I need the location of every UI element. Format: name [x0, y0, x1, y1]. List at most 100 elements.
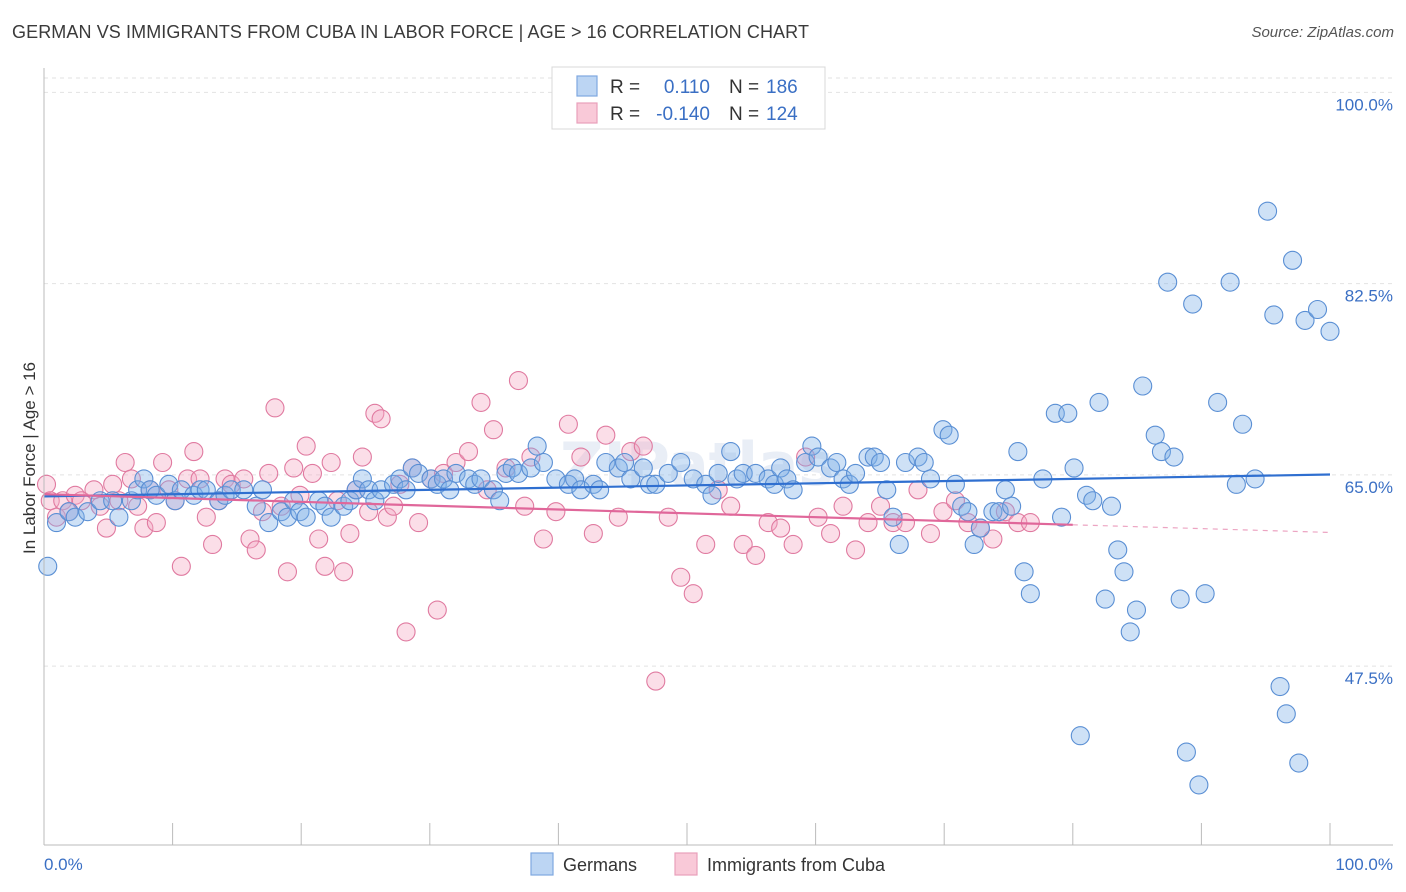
- german-point-110: [945, 474, 965, 494]
- cuba-point-35: [265, 398, 285, 418]
- german-point-69: [608, 458, 628, 478]
- german-point-148: [1220, 272, 1240, 292]
- german-point-130: [1089, 392, 1109, 412]
- legend-r-value-2: -0.140: [656, 104, 710, 125]
- cuba-point-71: [533, 529, 553, 549]
- german-point-48: [433, 469, 454, 489]
- cuba-point-32: [246, 540, 266, 560]
- cuba-point-63: [458, 442, 479, 462]
- cuba-point-0: [36, 474, 57, 494]
- german-point-4: [78, 502, 98, 522]
- german-point-96: [839, 474, 859, 494]
- cuba-point-62: [446, 452, 466, 473]
- german-point-71: [621, 469, 641, 489]
- german-point-158: [1295, 310, 1315, 330]
- german-point-155: [1276, 704, 1296, 724]
- german-point-65: [571, 480, 591, 500]
- german-point-111: [952, 496, 972, 516]
- legend-r-label-2: R =: [610, 104, 640, 125]
- german-point-75: [658, 463, 678, 483]
- german-point-89: [783, 480, 803, 500]
- german-point-94: [827, 452, 847, 473]
- cuba-point-44: [321, 452, 341, 473]
- german-point-136: [1126, 600, 1147, 620]
- legend-r-value-1: 0.110: [664, 77, 710, 98]
- german-point-81: [721, 442, 741, 462]
- german-point-152: [1258, 201, 1278, 221]
- german-point-109: [939, 425, 959, 445]
- german-point-80: [708, 463, 728, 483]
- german-point-105: [908, 447, 928, 467]
- german-point-27: [277, 507, 298, 527]
- german-point-117: [995, 480, 1015, 500]
- trend-line-germans: [43, 473, 1331, 498]
- cuba-point-33: [252, 502, 273, 522]
- german-point-133: [1108, 540, 1128, 560]
- german-point-67: [590, 480, 610, 500]
- cuba-point-12: [115, 452, 135, 473]
- cuba-point-87: [733, 534, 753, 555]
- legend-n-label-1: N =: [729, 77, 759, 98]
- axes: [43, 68, 1393, 846]
- german-point-70: [615, 452, 635, 473]
- source-label: Source: ZipAtlas.com: [1251, 24, 1394, 41]
- german-point-42: [390, 469, 410, 489]
- german-point-160: [1320, 321, 1340, 341]
- german-point-44: [402, 458, 422, 478]
- cuba-point-84: [696, 534, 716, 555]
- cuba-point-21: [171, 556, 191, 576]
- german-point-30: [296, 507, 316, 527]
- german-point-134: [1114, 562, 1134, 582]
- german-point-97: [846, 463, 866, 483]
- cuba-point-69: [515, 496, 535, 516]
- german-point-142: [1170, 589, 1190, 609]
- cuba-point-67: [496, 458, 516, 478]
- german-point-77: [683, 469, 703, 489]
- german-point-143: [1176, 742, 1196, 762]
- legend-n-value-2: 124: [766, 104, 798, 125]
- cuba-point-56: [396, 622, 416, 642]
- cuba-point-107: [983, 529, 1003, 549]
- cuba-point-54: [384, 496, 404, 516]
- german-point-90: [796, 452, 816, 473]
- y-tick-label-2: 65.0%: [1345, 478, 1393, 497]
- legend-n-label-2: N =: [729, 104, 759, 125]
- german-point-25: [259, 513, 279, 533]
- cuba-point-89: [758, 513, 778, 533]
- cuba-point-94: [821, 523, 841, 544]
- german-point-1: [46, 513, 67, 533]
- cuba-point-49: [352, 447, 372, 467]
- german-point-72: [633, 458, 653, 478]
- german-point-76: [671, 452, 691, 473]
- cuba-point-95: [833, 496, 853, 516]
- trend-lines: [43, 473, 1331, 534]
- german-point-79: [702, 485, 722, 505]
- cuba-point-83: [683, 584, 703, 604]
- cuba-point-15: [134, 518, 154, 538]
- cuba-point-39: [290, 485, 310, 505]
- cuba-point-60: [427, 600, 447, 620]
- cuba-point-75: [583, 523, 603, 544]
- german-point-22: [234, 480, 254, 500]
- german-point-119: [1008, 442, 1028, 462]
- german-point-127: [1070, 726, 1090, 746]
- cuba-point-8: [90, 496, 110, 516]
- cuba-point-37: [277, 562, 298, 582]
- german-point-124: [1052, 507, 1072, 527]
- cuba-point-51: [365, 403, 385, 423]
- german-point-128: [1076, 485, 1097, 505]
- cuba-point-74: [571, 447, 591, 467]
- legend-swatch-germans: [576, 75, 598, 97]
- german-point-84: [746, 463, 766, 483]
- x-tick-left: 0.0%: [44, 855, 83, 874]
- cuba-point-91: [783, 534, 803, 555]
- trend-line-cuba-extension: [1072, 524, 1331, 534]
- y-tick-label-1: 82.5%: [1345, 287, 1393, 306]
- german-point-113: [964, 534, 984, 555]
- german-point-107: [920, 469, 941, 489]
- cuba-point-76: [596, 425, 616, 445]
- german-point-24: [252, 480, 273, 500]
- cuba-point-41: [302, 463, 322, 483]
- german-point-34: [334, 496, 354, 516]
